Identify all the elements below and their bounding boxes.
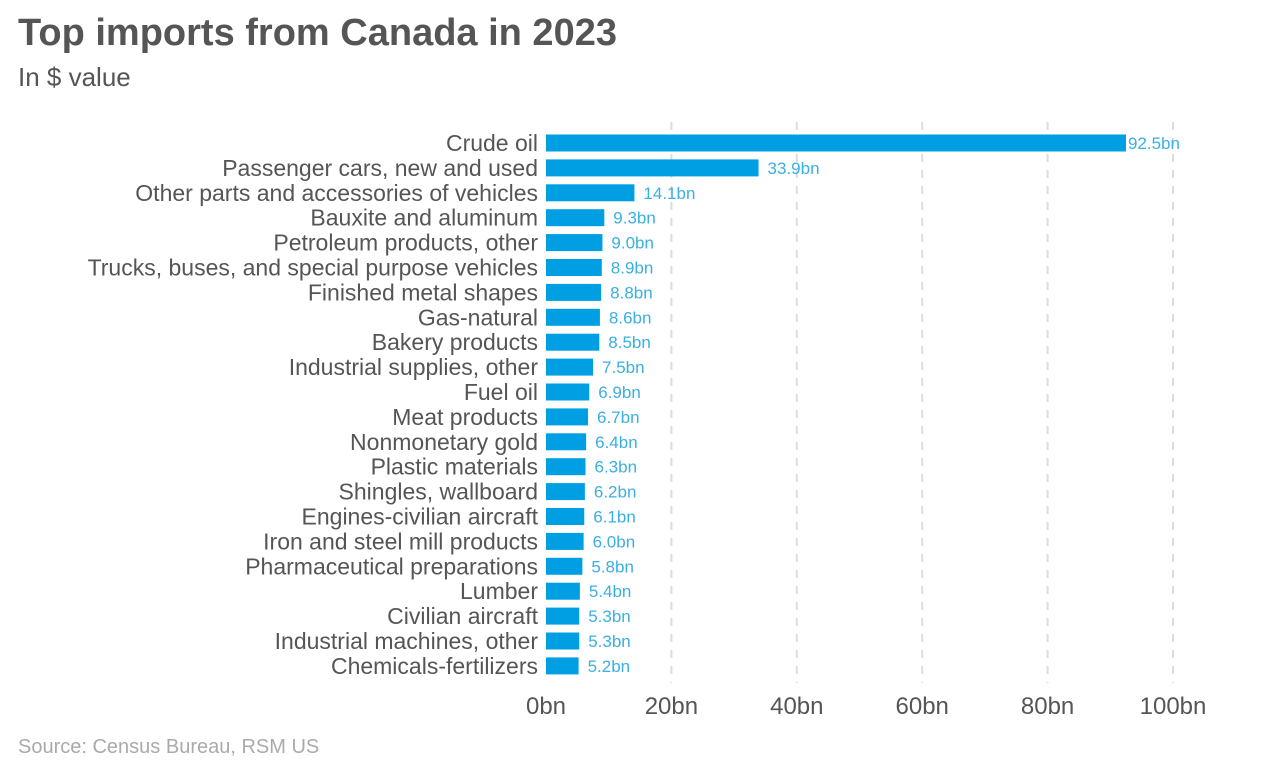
value-label: 8.6bn xyxy=(609,308,652,327)
value-label: 8.9bn xyxy=(611,259,654,278)
bar xyxy=(546,358,594,376)
bar xyxy=(546,209,605,227)
value-label: 6.4bn xyxy=(595,433,638,452)
bar xyxy=(546,532,584,550)
category-label: Other parts and accessories of vehicles xyxy=(135,180,538,206)
value-label: 33.9bn xyxy=(768,159,820,178)
x-tick-label: 0bn xyxy=(526,693,566,720)
category-label: Industrial machines, other xyxy=(275,628,539,654)
category-label: Finished metal shapes xyxy=(308,279,538,305)
bar xyxy=(546,508,585,525)
value-labels: 92.5bn 33.9bn 14.1bn 9.3bn 9.0bn 8.9bn 8.8bn 8.… xyxy=(588,134,1180,676)
x-tick-label: 20bn xyxy=(645,693,698,720)
category-label: Fuel oil xyxy=(464,379,538,405)
value-label: 9.0bn xyxy=(611,234,654,253)
x-tick-label: 60bn xyxy=(896,693,949,720)
gridlines xyxy=(670,122,1174,683)
bar xyxy=(546,557,583,575)
value-label: 92.5bn xyxy=(1128,134,1180,153)
source-note: Source: Census Bureau, RSM US xyxy=(18,736,320,758)
category-label: Petroleum products, other xyxy=(273,230,538,256)
category-label: Civilian aircraft xyxy=(387,603,538,629)
value-label: 6.1bn xyxy=(593,508,636,527)
bar xyxy=(546,333,600,351)
category-label: Pharmaceutical preparations xyxy=(245,553,538,579)
value-label: 7.5bn xyxy=(602,358,645,377)
category-label: Industrial supplies, other xyxy=(289,354,539,380)
bars xyxy=(546,134,1126,675)
bar xyxy=(546,383,590,401)
bar xyxy=(546,582,580,600)
category-label: Meat products xyxy=(392,404,538,430)
bar xyxy=(546,184,635,202)
category-label: Bakery products xyxy=(372,329,538,355)
value-label: 6.7bn xyxy=(597,408,640,427)
value-label: 5.3bn xyxy=(588,632,631,651)
category-label: Shingles, wallboard xyxy=(339,479,538,505)
bar xyxy=(546,259,602,276)
bar xyxy=(546,283,602,301)
x-tick-label: 100bn xyxy=(1140,693,1207,720)
category-label: Plastic materials xyxy=(371,454,538,480)
x-tick-label: 40bn xyxy=(770,693,823,720)
value-label: 6.9bn xyxy=(598,383,641,402)
value-label: 8.5bn xyxy=(608,333,651,352)
value-label: 5.3bn xyxy=(588,607,631,626)
category-label: Lumber xyxy=(460,578,538,604)
bar xyxy=(546,408,589,426)
value-label: 9.3bn xyxy=(613,209,656,228)
chart-subtitle: In $ value xyxy=(18,62,131,92)
bar xyxy=(546,632,580,650)
category-label: Chemicals-fertilizers xyxy=(331,653,538,679)
value-label: 5.8bn xyxy=(591,557,634,576)
value-label: 5.4bn xyxy=(589,582,632,601)
category-label: Bauxite and aluminum xyxy=(310,205,538,231)
category-label: Crude oil xyxy=(446,130,538,156)
bar xyxy=(546,433,587,451)
category-label: Passenger cars, new and used xyxy=(222,155,538,181)
value-label: 6.3bn xyxy=(595,458,638,477)
chart-title: Top imports from Canada in 2023 xyxy=(18,12,617,54)
category-label: Engines-civilian aircraft xyxy=(302,504,539,530)
bar xyxy=(546,159,759,177)
value-label: 8.8bn xyxy=(610,283,653,302)
bar xyxy=(546,657,579,675)
value-label: 6.0bn xyxy=(593,532,636,551)
bar xyxy=(546,308,600,326)
value-label: 6.2bn xyxy=(594,483,637,502)
value-label: 14.1bn xyxy=(643,184,695,203)
x-axis-ticks: 0bn 20bn 40bn 60bn 80bn 100bn xyxy=(526,693,1206,720)
value-label: 5.2bn xyxy=(588,657,631,676)
bar xyxy=(546,234,603,252)
bar xyxy=(546,458,586,476)
bar xyxy=(546,483,585,501)
bar xyxy=(546,134,1126,152)
category-label: Gas-natural xyxy=(418,304,538,330)
category-label: Iron and steel mill products xyxy=(263,528,538,554)
bar xyxy=(546,607,580,625)
category-label: Trucks, buses, and special purpose vehic… xyxy=(88,255,538,281)
category-label: Nonmonetary gold xyxy=(350,429,538,455)
x-tick-label: 80bn xyxy=(1021,693,1074,720)
